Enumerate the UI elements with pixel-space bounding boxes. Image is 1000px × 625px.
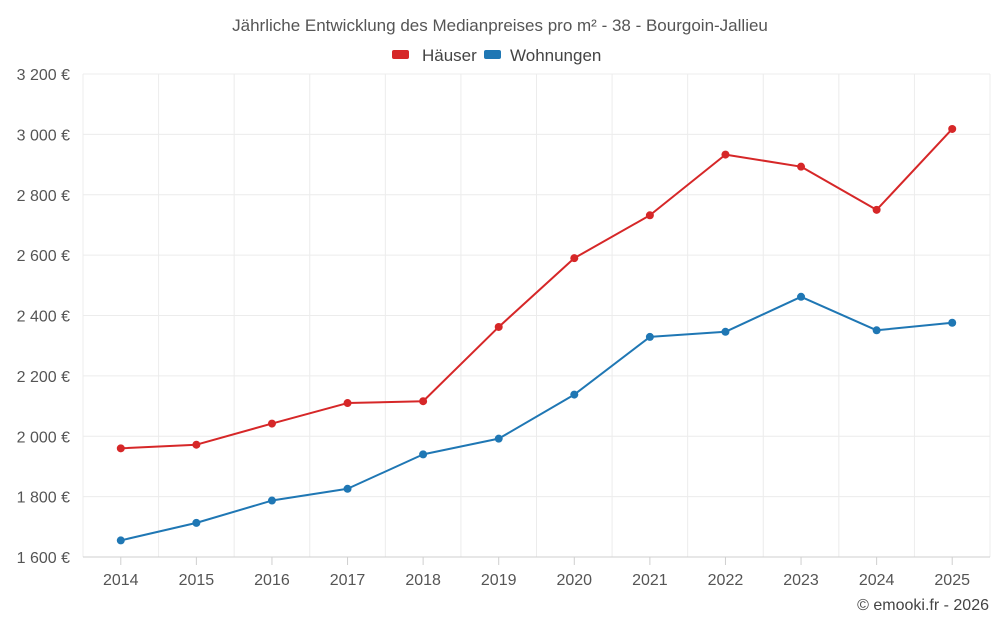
data-point-wohnungen[interactable] [192, 518, 201, 527]
gridlines [82, 73, 991, 557]
data-point-wohnungen[interactable] [948, 318, 957, 327]
x-tick-label: 2017 [330, 572, 366, 589]
data-point-wohnungen[interactable] [721, 327, 730, 336]
series-line-wohnungen [120, 295, 953, 542]
data-point-haeuser[interactable] [116, 444, 125, 453]
x-tick-label: 2024 [859, 572, 895, 589]
chart-title: Jährliche Entwicklung des Medianpreises … [232, 16, 768, 35]
x-axis: 2014 2015 2016 2017 2018 2019 2020 2021 2022 2023… [83, 556, 990, 589]
legend-label-wohnungen[interactable]: Wohnungen [510, 46, 601, 65]
y-tick-label: 1 800 € [17, 490, 70, 507]
data-point-haeuser[interactable] [797, 162, 806, 171]
data-point-haeuser[interactable] [948, 124, 957, 133]
x-tick-label: 2021 [632, 572, 668, 589]
data-point-haeuser[interactable] [343, 399, 352, 408]
data-point-haeuser[interactable] [494, 322, 503, 331]
y-tick-label: 3 000 € [17, 127, 70, 144]
data-point-haeuser[interactable] [645, 211, 654, 220]
y-axis: 1 600 € 1 800 € 2 000 € 2 200 € 2 400 € 2 600… [17, 67, 70, 567]
data-point-wohnungen[interactable] [116, 536, 125, 545]
series-group [116, 124, 957, 545]
x-tick-label: 2016 [254, 572, 290, 589]
x-tick-label: 2014 [103, 572, 139, 589]
x-tick-label: 2015 [179, 572, 215, 589]
legend-swatch-haeuser [392, 50, 409, 59]
data-point-wohnungen[interactable] [570, 390, 579, 399]
data-point-wohnungen[interactable] [419, 450, 428, 459]
x-tick-label: 2022 [708, 572, 744, 589]
data-point-haeuser[interactable] [872, 205, 881, 214]
x-tick-label: 2023 [783, 572, 819, 589]
x-tick-label: 2018 [405, 572, 441, 589]
y-tick-label: 2 800 € [17, 188, 70, 205]
data-point-wohnungen[interactable] [797, 292, 806, 301]
series-line-haeuser [120, 128, 953, 450]
legend-label-haeuser[interactable]: Häuser [422, 46, 477, 65]
legend: Häuser Wohnungen [392, 46, 601, 65]
y-tick-label: 2 200 € [17, 369, 70, 386]
y-tick-label: 2 400 € [17, 309, 70, 326]
data-point-wohnungen[interactable] [343, 484, 352, 493]
x-tick-label: 2020 [556, 572, 592, 589]
y-tick-label: 3 200 € [17, 67, 70, 84]
x-tick-label: 2019 [481, 572, 517, 589]
y-tick-label: 1 600 € [17, 550, 70, 567]
data-point-wohnungen[interactable] [267, 496, 276, 505]
data-point-wohnungen[interactable] [645, 332, 654, 341]
copyright-credit: © emooki.fr - 2026 [857, 597, 989, 614]
y-tick-label: 2 000 € [17, 429, 70, 446]
data-point-haeuser[interactable] [192, 440, 201, 449]
data-point-haeuser[interactable] [721, 150, 730, 159]
y-tick-label: 2 600 € [17, 248, 70, 265]
legend-swatch-wohnungen [484, 50, 501, 59]
data-point-haeuser[interactable] [267, 419, 276, 428]
data-point-haeuser[interactable] [570, 254, 579, 263]
data-point-wohnungen[interactable] [872, 326, 881, 335]
data-point-wohnungen[interactable] [494, 434, 503, 443]
x-tick-label: 2025 [934, 572, 970, 589]
data-point-haeuser[interactable] [419, 397, 428, 406]
